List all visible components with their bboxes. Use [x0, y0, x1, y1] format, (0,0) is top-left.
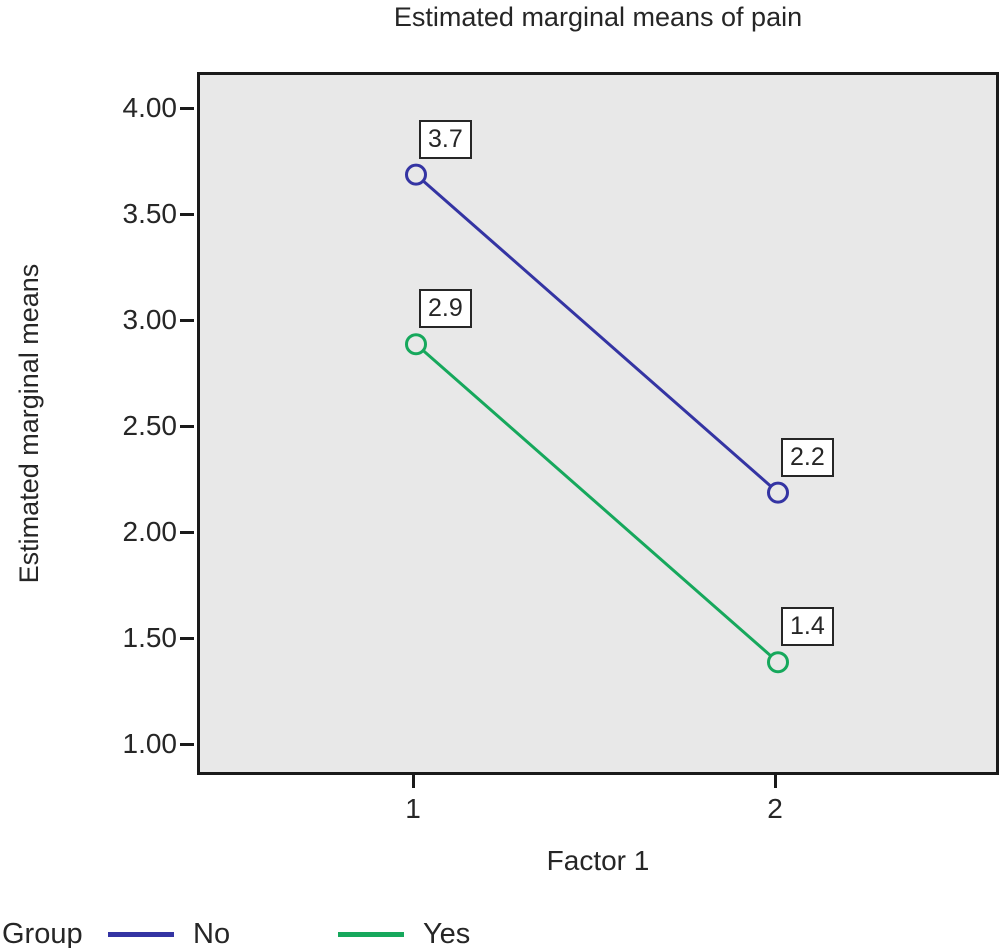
- series-line-yes: [415, 343, 779, 664]
- y-tick-label: 4.00: [122, 92, 178, 123]
- y-tick-mark: [180, 424, 194, 428]
- chart-title: Estimated marginal means of pain: [393, 2, 803, 32]
- data-point-marker: [405, 333, 427, 356]
- y-tick-mark: [180, 530, 194, 534]
- legend-item-no: No: [108, 918, 338, 948]
- y-tick-mark: [180, 106, 194, 110]
- point-value-label: 2.2: [781, 437, 834, 477]
- legend-line-swatch: [338, 932, 404, 937]
- y-tick-label: 3.50: [122, 198, 178, 229]
- x-tick-label: 2: [767, 793, 783, 824]
- series-line-no: [415, 173, 779, 494]
- legend: Group No Yes: [2, 918, 1002, 948]
- x-axis-title: Factor 1: [546, 845, 650, 876]
- y-tick-label: 3.00: [122, 304, 178, 335]
- legend-title: Group: [2, 918, 83, 948]
- x-tick-mark: [411, 775, 415, 788]
- x-tick-label: 1: [405, 793, 421, 824]
- y-axis-title: Estimated marginal means: [14, 263, 44, 584]
- y-tick-mark: [180, 636, 194, 640]
- data-point-marker: [767, 651, 789, 674]
- series-lines-and-markers: [405, 163, 789, 674]
- y-tick-label: 2.00: [122, 516, 178, 547]
- legend-line-swatch: [108, 932, 174, 937]
- x-tick-mark: [773, 775, 777, 788]
- data-point-marker: [767, 481, 789, 504]
- data-point-marker: [405, 163, 427, 186]
- y-tick-mark: [180, 318, 194, 322]
- y-tick-mark: [180, 742, 194, 746]
- point-value-label: 2.9: [419, 289, 472, 329]
- y-tick-mark: [180, 212, 194, 216]
- plot-area: [197, 72, 999, 775]
- point-value-label: 1.4: [781, 607, 834, 647]
- legend-item-label: No: [193, 918, 231, 948]
- y-tick-label: 2.50: [122, 410, 178, 441]
- y-tick-label: 1.50: [122, 622, 178, 653]
- legend-items: No Yes: [108, 918, 568, 948]
- legend-item-label: Yes: [423, 918, 471, 948]
- y-tick-label: 1.00: [122, 728, 178, 759]
- legend-item-yes: Yes: [338, 918, 568, 948]
- point-value-label: 3.7: [419, 119, 472, 159]
